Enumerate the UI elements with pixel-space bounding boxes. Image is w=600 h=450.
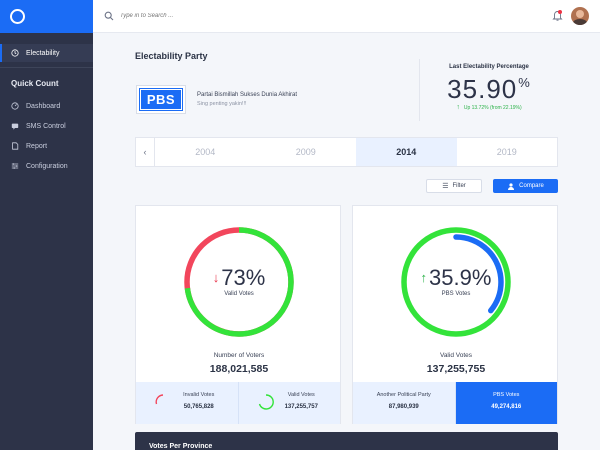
tab-2014[interactable]: 2014 — [356, 138, 457, 166]
gauge-subtitle: Valid Votes — [224, 291, 254, 297]
sidebar-item-electability[interactable]: Electability — [0, 44, 93, 62]
last-electability-value: 35.90% — [430, 74, 548, 105]
sidebar-item-configuration[interactable]: Configuration — [0, 157, 93, 175]
party-logo: PBS — [136, 85, 186, 114]
electability-change-text: Up 13.72% (from 22.19%) — [463, 105, 522, 111]
sidebar-item-label: SMS Control — [26, 122, 66, 130]
valid-ring-icon — [258, 394, 274, 410]
compare-label: Compare — [519, 183, 544, 189]
province-section-title: Votes Per Province — [149, 443, 213, 450]
pbs-votes-card: ↑35.9% PBS Votes Valid Votes 137,255,755… — [352, 205, 558, 424]
foot-value: 137,255,757 — [284, 404, 318, 410]
logo-circle-icon — [10, 9, 25, 24]
sidebar: Electability Quick Count Dashboard SMS C… — [0, 0, 93, 450]
sidebar-divider — [0, 67, 93, 68]
year-tabs: ‹ 2004 2009 2014 2019 — [135, 137, 558, 167]
topbar — [93, 0, 600, 33]
valid-votes-stat[interactable]: Valid Votes 137,255,757 — [239, 382, 341, 424]
sidebar-item-label: Electability — [26, 49, 60, 57]
sidebar-section-title: Quick Count — [11, 79, 59, 88]
avatar[interactable] — [571, 7, 589, 25]
filter-label: Filter — [452, 183, 466, 189]
pbs-votes-percentage: ↑35.9% — [353, 265, 559, 291]
page-title: Electability Party — [135, 51, 208, 61]
sidebar-item-label: Dashboard — [26, 102, 61, 110]
province-section-header: Votes Per Province — [135, 432, 558, 450]
valid-votes-percentage: ↓73% — [136, 265, 342, 291]
another-party-stat[interactable]: Another Political Party 87,980,939 — [353, 382, 456, 424]
configuration-icon — [11, 163, 19, 169]
foot-label: PBS Votes — [493, 392, 520, 398]
compare-button[interactable]: Compare — [493, 179, 558, 193]
invalid-votes-stat[interactable]: Invalid Votes 50,765,828 — [136, 382, 239, 424]
foot-value: 49,274,816 — [491, 404, 522, 410]
dashboard-icon — [11, 102, 19, 110]
gauge-valid-arc — [184, 227, 294, 337]
party-logo-text: PBS — [139, 88, 183, 111]
sidebar-item-dashboard[interactable]: Dashboard — [0, 97, 93, 115]
arrow-up-icon: ↑ — [456, 104, 460, 111]
valid-votes-card: ↓73% Valid Votes Number of Voters 188,02… — [135, 205, 341, 424]
chevron-left-icon[interactable]: ‹ — [136, 138, 155, 166]
tab-2004[interactable]: 2004 — [195, 147, 216, 157]
pbs-votes-stat[interactable]: PBS Votes 49,274,816 — [455, 382, 557, 424]
app-logo[interactable] — [0, 0, 93, 33]
filter-icon: ☰ — [442, 183, 449, 190]
filter-button[interactable]: ☰ Filter — [426, 179, 482, 193]
gauge-pbs-arc — [408, 234, 504, 330]
last-electability-number: 35.90 — [447, 74, 518, 104]
card-footer: Invalid Votes 50,765,828 Valid Votes 137… — [136, 382, 340, 424]
foot-label: Valid Votes — [287, 392, 315, 398]
foot-label: Another Political Party — [376, 392, 431, 398]
tab-2019[interactable]: 2019 — [496, 147, 517, 157]
arrow-up-icon: ↑ — [420, 270, 428, 285]
sidebar-item-label: Configuration — [26, 162, 68, 170]
sms-icon — [11, 123, 19, 130]
foot-value: 50,765,828 — [183, 404, 214, 410]
count-value: 137,255,755 — [426, 363, 486, 375]
arrow-down-icon: ↓ — [212, 270, 220, 285]
foot-value: 87,980,939 — [388, 404, 419, 410]
sidebar-item-label: Report — [26, 142, 48, 150]
party-slogan: Sing penting yakin!!! — [197, 101, 247, 107]
gauge-valid-arc — [401, 227, 511, 337]
pbs-votes-gauge — [401, 227, 511, 337]
invalid-ring-icon — [155, 394, 164, 405]
notification-dot — [558, 10, 562, 14]
card-footer: Another Political Party 87,980,939 PBS V… — [353, 382, 557, 424]
report-icon — [12, 142, 19, 150]
party-name: Partai Bismillah Sukses Dunia Akhirat — [197, 92, 298, 98]
search-input[interactable] — [120, 13, 320, 19]
electability-change: ↑ Up 13.72% (from 22.19%) — [430, 104, 548, 111]
clock-icon — [11, 49, 19, 57]
count-label: Number of Voters — [213, 352, 265, 359]
pbs-votes-percentage-text: 35.9% — [429, 265, 492, 290]
gauge-subtitle: PBS Votes — [441, 291, 471, 297]
count-value: 188,021,585 — [209, 363, 269, 375]
sidebar-item-sms-control[interactable]: SMS Control — [0, 117, 93, 135]
sidebar-list: Dashboard SMS Control Report Configurati… — [0, 97, 93, 177]
search-icon — [104, 11, 114, 21]
foot-label: Invalid Votes — [183, 392, 215, 398]
valid-votes-percentage-text: 73% — [221, 265, 266, 290]
users-icon — [508, 182, 515, 190]
tab-2009[interactable]: 2009 — [295, 147, 316, 157]
last-electability-unit: % — [518, 75, 531, 90]
last-electability-label: Last Electability Percentage — [449, 64, 529, 70]
sidebar-item-report[interactable]: Report — [0, 137, 93, 155]
valid-votes-gauge — [184, 227, 294, 337]
header-divider — [419, 59, 420, 121]
count-label: Valid Votes — [439, 352, 473, 359]
